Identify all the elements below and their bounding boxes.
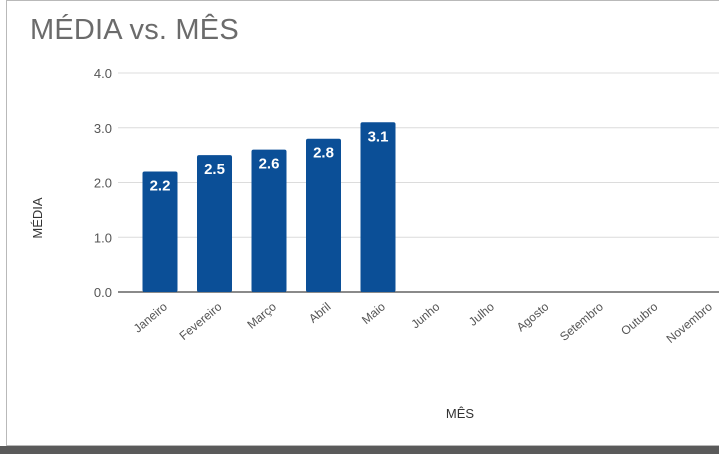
x-tick-label: Agosto [514, 299, 552, 334]
data-label: 2.6 [259, 156, 280, 173]
bar [360, 122, 396, 293]
x-tick-label: Março [244, 299, 279, 331]
x-tick-label: Setembro [557, 299, 606, 343]
data-label: 2.8 [313, 145, 334, 162]
x-tick-label: Janeiro [131, 299, 170, 335]
bar [197, 155, 232, 292]
x-tick-label: Maio [359, 299, 388, 327]
x-tick-label: Novembro [664, 299, 716, 346]
bar [142, 171, 178, 292]
bottom-bar [0, 446, 719, 454]
x-tick-labels: Janeiro Fevereiro Março Abril Maio Junho Julho… [131, 299, 716, 346]
bar [306, 138, 341, 292]
data-label: 2.5 [204, 161, 225, 178]
x-tick-label: Abril [306, 300, 333, 326]
x-tick-label: Junho [408, 299, 442, 331]
x-tick-label: Fevereiro [177, 299, 225, 343]
y-tick-labels: 0.0 1.0 2.0 3.0 4.0 [94, 66, 112, 300]
y-axis-title: MÉDIA [30, 197, 45, 239]
y-tick-label: 2.0 [94, 176, 112, 191]
data-label: 2.2 [150, 178, 171, 195]
chart-title: MÉDIA vs. MÊS [30, 14, 239, 46]
y-tick-label: 1.0 [94, 230, 112, 245]
y-tick-label: 0.0 [94, 285, 112, 300]
data-label: 3.1 [368, 128, 389, 145]
x-tick-label: Outubro [618, 299, 660, 338]
x-tick-label: Julho [466, 299, 497, 328]
x-axis-title: MÊS [446, 406, 475, 421]
y-tick-label: 3.0 [94, 121, 112, 136]
bar [251, 149, 287, 292]
y-tick-label: 4.0 [94, 66, 112, 81]
bars: 2.2 2.5 2.6 2.8 3.1 [142, 122, 396, 293]
